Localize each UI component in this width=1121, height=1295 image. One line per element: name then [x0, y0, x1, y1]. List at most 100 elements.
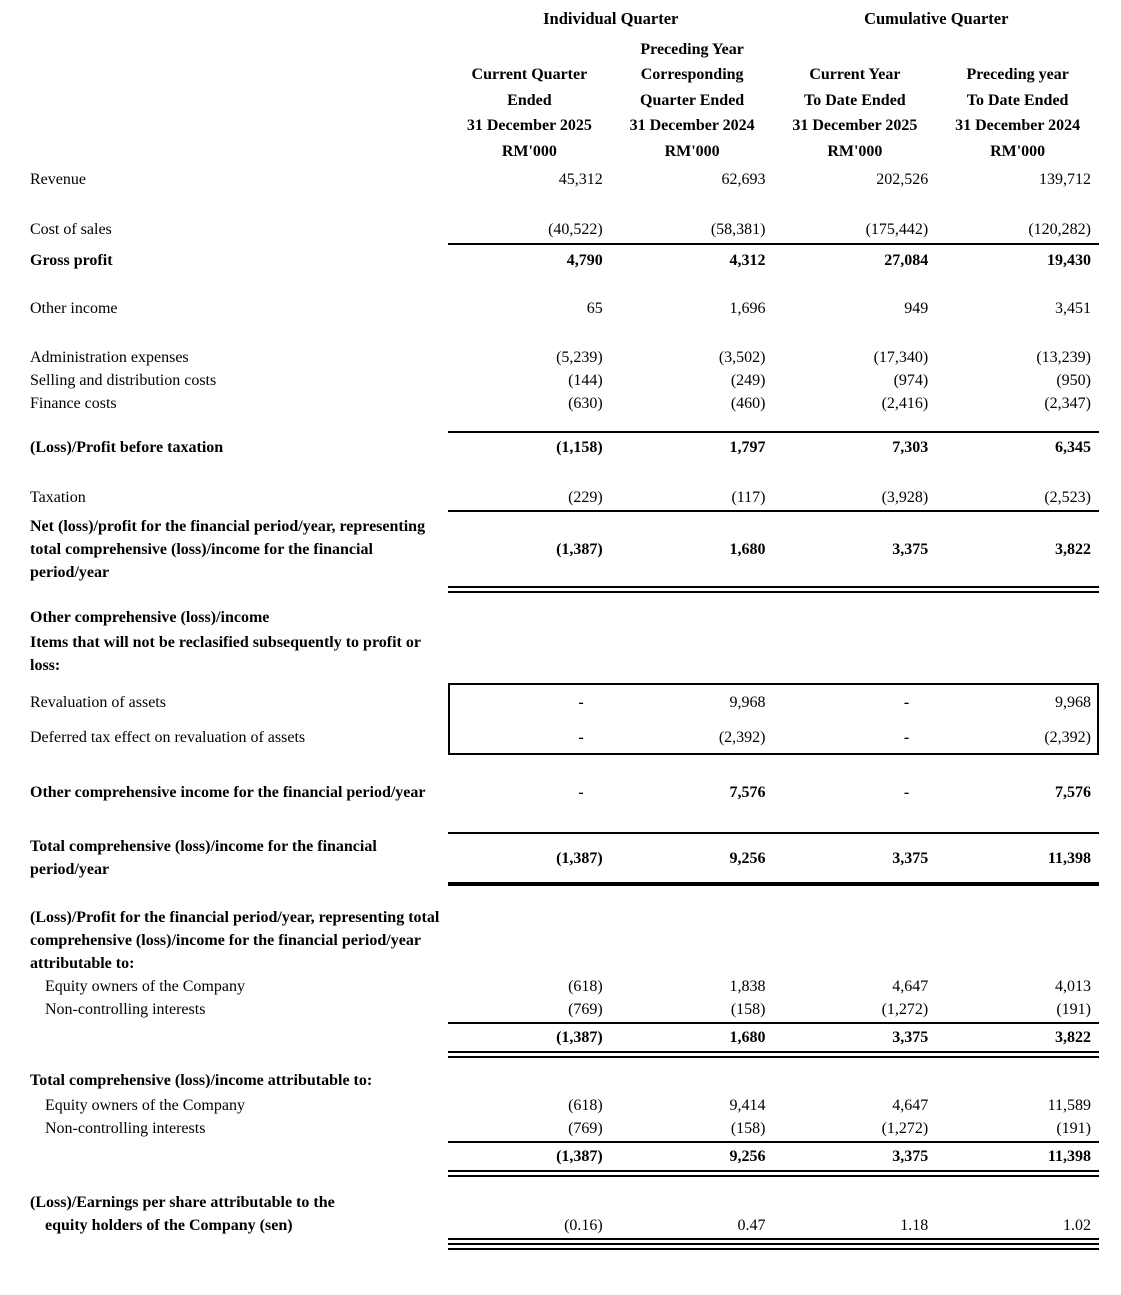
spacer	[0, 1022, 448, 1024]
cell-value: 1.18	[900, 1217, 929, 1234]
header-line: Preceding Year	[640, 40, 744, 58]
header-line: Current Quarter	[471, 66, 588, 83]
spacer	[0, 1238, 448, 1240]
row-label: Taxation	[30, 489, 86, 506]
cell-value: 1,838	[729, 978, 766, 995]
cell-value: (769)	[568, 1001, 603, 1018]
cell-value: (1,272)	[881, 1120, 929, 1137]
cell-value: (191)	[1056, 1120, 1091, 1137]
cell-value: (117)	[731, 489, 766, 506]
cell-value: (769)	[568, 1120, 603, 1137]
column-header-preceding-quarter: Preceding Year Corresponding Quarter End…	[611, 36, 774, 164]
row-label: Equity owners of the Company	[45, 978, 245, 995]
rule-row	[0, 1141, 1121, 1143]
table-row-taxation: Taxation (229) (117) (3,928) (2,523)	[0, 486, 1121, 509]
cell-value: 949	[904, 300, 929, 317]
cell-value: (2,392)	[1044, 729, 1091, 746]
table-row-deferred-tax: Deferred tax effect on revaluation of as…	[0, 726, 1121, 749]
cell-value: -	[903, 784, 910, 801]
rule-single	[448, 431, 1099, 433]
cell-value: 4,312	[729, 252, 766, 269]
spacer	[0, 1141, 448, 1143]
cell-value: 11,398	[1047, 849, 1091, 867]
row-label: Total comprehensive (loss)/income attrib…	[30, 1072, 373, 1089]
rule-row	[0, 586, 1121, 593]
cell-value: -	[903, 694, 910, 711]
cell-value: 1,797	[729, 439, 766, 456]
cell-value: (1,272)	[881, 1001, 929, 1018]
cell-value: (0.16)	[564, 1217, 603, 1234]
section-heading-attributable-profit: (Loss)/Profit for the financial period/y…	[0, 906, 1121, 975]
eps-label-line1: (Loss)/Earnings per share attributable t…	[30, 1194, 335, 1211]
cell-value: (460)	[730, 395, 766, 412]
cell-value: (1,158)	[556, 439, 603, 456]
column-headers: Current Quarter Ended 31 December 2025 R…	[0, 36, 1121, 164]
table-row-finance-costs: Finance costs (630) (460) (2,416) (2,347…	[0, 392, 1121, 415]
cell-value: 1,680	[729, 1029, 766, 1046]
rule-row	[0, 882, 1121, 886]
cell-value: 27,084	[884, 252, 929, 269]
spacer	[0, 1243, 448, 1250]
spacer	[0, 1170, 448, 1177]
rule-row	[0, 243, 1121, 245]
cell-value: (158)	[730, 1001, 766, 1018]
table-row-administration-expenses: Administration expenses (5,239) (3,502) …	[0, 346, 1121, 369]
cell-value: 3,375	[892, 1148, 929, 1165]
spacer	[0, 510, 448, 512]
rule-single	[448, 1022, 1099, 1024]
table-row-loss-profit-before-taxation: (Loss)/Profit before taxation (1,158) 1,…	[0, 436, 1121, 459]
cell-value: 202,526	[876, 171, 929, 188]
table-row-total-comprehensive: Total comprehensive (loss)/income for th…	[0, 835, 1121, 881]
cell-value: 11,589	[1047, 1097, 1091, 1114]
rule-thick	[448, 882, 1099, 886]
cell-value: 3,375	[892, 541, 929, 558]
cell-value: 19,430	[1047, 252, 1091, 269]
header-line: 31 December 2025	[466, 117, 592, 134]
rule-double	[448, 1243, 1099, 1250]
table-row-revaluation: Revaluation of assets - 9,968 - 9,968	[0, 691, 1121, 714]
table-row-gross-profit: Gross profit 4,790 4,312 27,084 19,430	[0, 249, 1121, 272]
table-row-revenue: Revenue 45,312 62,693 202,526 139,712	[0, 168, 1121, 191]
cell-value: (618)	[568, 1097, 603, 1114]
cell-value: (1,387)	[556, 541, 603, 558]
row-label: Cost of sales	[30, 221, 112, 238]
cell-value: 9,968	[729, 694, 766, 711]
cell-value: 4,790	[566, 252, 603, 269]
cell-value: 1.02	[1063, 1217, 1091, 1234]
cell-value: (175,442)	[865, 221, 929, 238]
rule-single	[448, 510, 1099, 512]
header-line: To Date Ended	[966, 91, 1069, 109]
eps-label-line2: equity holders of the Company (sen)	[45, 1217, 293, 1234]
column-header-current-quarter: Current Quarter Ended 31 December 2025 R…	[448, 36, 611, 164]
cell-value: 9,256	[729, 849, 766, 867]
cell-value: (5,239)	[556, 349, 603, 366]
cell-value: 7,576	[729, 784, 766, 801]
cell-value: (974)	[893, 372, 929, 389]
table-row-non-controlling: Non-controlling interests (769) (158) (1…	[0, 1117, 1121, 1140]
cell-value: (58,381)	[710, 221, 766, 238]
cell-value: (17,340)	[873, 349, 929, 366]
table-row-equity-owners: Equity owners of the Company (618) 9,414…	[0, 1094, 1121, 1117]
row-label: Equity owners of the Company	[45, 1097, 245, 1114]
row-label: Items that will not be reclasified subse…	[30, 634, 421, 674]
cell-value: 4,647	[892, 1097, 929, 1114]
cell-value: 139,712	[1039, 171, 1091, 188]
row-label: Other comprehensive (loss)/income	[30, 609, 270, 626]
header-line: 31 December 2025	[792, 117, 918, 134]
cell-value: (120,282)	[1028, 221, 1091, 238]
row-label: Non-controlling interests	[45, 1120, 206, 1137]
cell-value: (2,523)	[1044, 489, 1091, 506]
boxed-section: Revaluation of assets - 9,968 - 9,968 De…	[0, 683, 1121, 755]
cell-value: 45,312	[558, 171, 603, 188]
rule-single	[448, 1141, 1099, 1143]
cell-value: 62,693	[721, 171, 766, 188]
cell-value: (40,522)	[548, 221, 603, 238]
row-label: Other income	[30, 300, 118, 317]
header-line: RM'000	[827, 142, 883, 160]
cell-value: -	[578, 784, 584, 801]
row-label: Net (loss)/profit for the financial peri…	[30, 518, 426, 581]
spacer	[0, 431, 448, 433]
cell-value: (2,347)	[1044, 395, 1091, 412]
rule-row	[0, 832, 1121, 834]
